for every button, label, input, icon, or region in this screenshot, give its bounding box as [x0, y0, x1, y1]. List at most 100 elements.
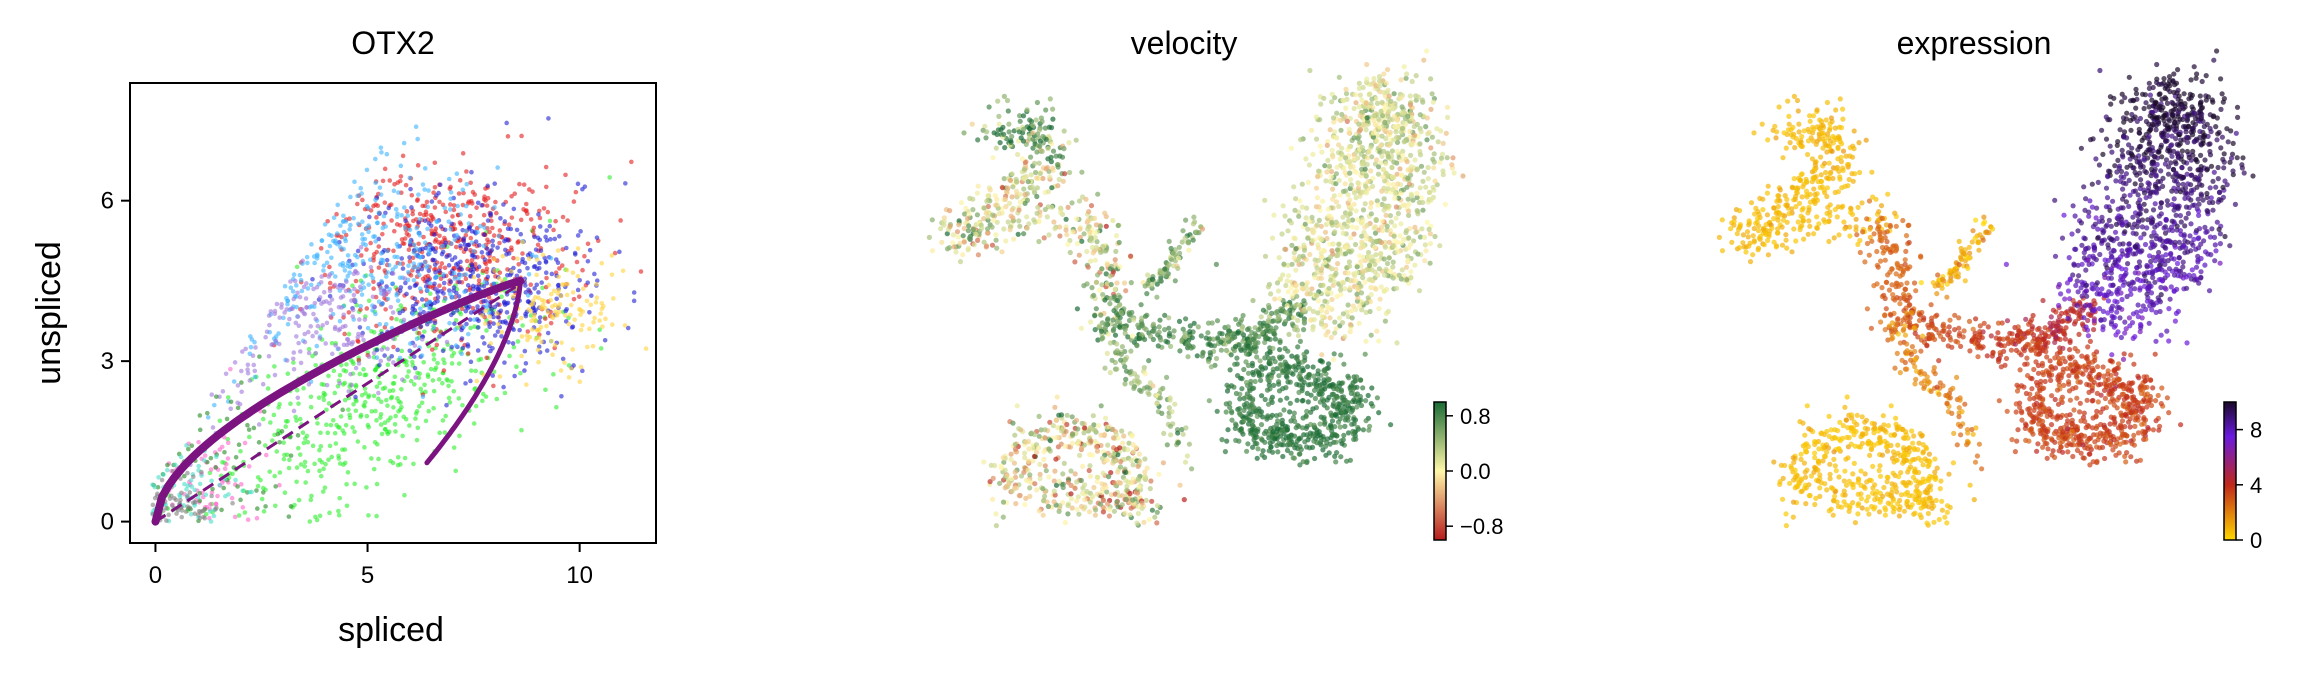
- phase-point: [436, 377, 442, 382]
- phase-point: [428, 366, 434, 372]
- velocity-point: [1036, 238, 1042, 245]
- phase-point: [192, 511, 198, 517]
- velocity-point: [1151, 328, 1157, 334]
- phase-point: [661, 286, 666, 291]
- velocity-point: [1288, 145, 1294, 151]
- phase-point: [423, 418, 429, 424]
- velocity-point: [1276, 381, 1282, 387]
- phase-point: [415, 136, 420, 142]
- velocity-point: [1131, 317, 1137, 323]
- velocity-point: [1330, 115, 1337, 121]
- phase-point: [371, 286, 376, 291]
- phase-point: [293, 283, 299, 288]
- phase-point: [529, 302, 534, 308]
- phase-point: [431, 405, 436, 411]
- phase-point: [327, 264, 332, 270]
- phase-point: [512, 373, 517, 379]
- phase-point: [528, 217, 534, 222]
- velocity-point: [1311, 317, 1317, 323]
- phase-point: [485, 218, 491, 223]
- phase-point: [336, 508, 341, 514]
- velocity-point: [1245, 362, 1251, 369]
- velocity-point: [1398, 221, 1404, 227]
- phase-point: [355, 338, 360, 344]
- phase-point: [468, 310, 474, 315]
- phase-point: [236, 513, 242, 518]
- phase-point: [481, 212, 487, 218]
- phase-point: [407, 175, 413, 181]
- phase-point: [525, 265, 530, 271]
- phase-point: [208, 519, 214, 524]
- phase-point: [411, 261, 417, 266]
- velocity-point: [1021, 186, 1027, 192]
- velocity-point: [1283, 282, 1289, 289]
- velocity-point: [1358, 220, 1365, 226]
- phase-point: [412, 382, 417, 387]
- phase-point: [452, 327, 458, 332]
- velocity-point: [1351, 190, 1358, 196]
- velocity-point: [1428, 145, 1434, 151]
- phase-point: [495, 329, 501, 334]
- velocity-point: [1099, 266, 1105, 272]
- phase-point: [386, 205, 392, 211]
- phase-point: [253, 345, 258, 350]
- phase-point: [215, 493, 220, 499]
- velocity-point: [1189, 335, 1195, 341]
- phase-point: [560, 247, 566, 252]
- phase-point: [506, 251, 512, 256]
- phase-point: [388, 458, 393, 464]
- phase-point: [506, 339, 511, 345]
- phase-point: [514, 227, 520, 233]
- velocity-point: [1206, 358, 1212, 365]
- velocity-point: [986, 104, 992, 110]
- velocity-point: [1279, 231, 1285, 237]
- velocity-point: [929, 217, 935, 223]
- phase-point: [508, 268, 514, 274]
- velocity-point: [1415, 251, 1421, 257]
- phase-point: [349, 382, 355, 388]
- velocity-point: [1431, 159, 1437, 165]
- phase-point: [345, 470, 351, 475]
- phase-point: [247, 378, 253, 383]
- phase-point: [502, 360, 507, 365]
- phase-point: [317, 295, 323, 300]
- velocity-point: [1325, 157, 1331, 163]
- phase-point: [405, 213, 411, 219]
- velocity-point: [1410, 140, 1416, 146]
- phase-point: [225, 456, 231, 461]
- phase-point: [373, 311, 378, 317]
- phase-x-label: spliced: [338, 611, 444, 649]
- phase-point: [551, 227, 556, 233]
- velocity-point: [1337, 424, 1343, 430]
- velocity-point: [1382, 204, 1388, 210]
- velocity-point: [1214, 318, 1221, 324]
- velocity-point: [1150, 321, 1157, 327]
- velocity-point: [1308, 392, 1314, 398]
- phase-point: [245, 517, 251, 522]
- phase-point: [552, 236, 558, 242]
- velocity-point: [990, 217, 997, 223]
- velocity-point: [1336, 241, 1342, 247]
- phase-point: [343, 323, 348, 329]
- phase-point: [599, 260, 605, 266]
- phase-point: [413, 124, 419, 130]
- velocity-point: [1403, 228, 1410, 234]
- phase-point: [202, 453, 208, 458]
- phase-point: [197, 481, 203, 487]
- phase-point: [213, 465, 219, 470]
- phase-point: [565, 218, 570, 223]
- phase-point: [364, 247, 369, 252]
- phase-point: [494, 210, 499, 216]
- velocity-point: [1329, 296, 1335, 303]
- velocity-point: [1240, 431, 1246, 437]
- velocity-point: [1219, 437, 1225, 443]
- phase-point: [433, 226, 439, 231]
- velocity-point: [1375, 202, 1381, 208]
- velocity-point: [1294, 282, 1300, 288]
- velocity-point: [1342, 334, 1348, 340]
- velocity-point: [961, 239, 967, 245]
- phase-point: [523, 361, 529, 366]
- velocity-point: [1085, 264, 1091, 270]
- phase-point: [402, 205, 407, 210]
- phase-point: [294, 387, 300, 393]
